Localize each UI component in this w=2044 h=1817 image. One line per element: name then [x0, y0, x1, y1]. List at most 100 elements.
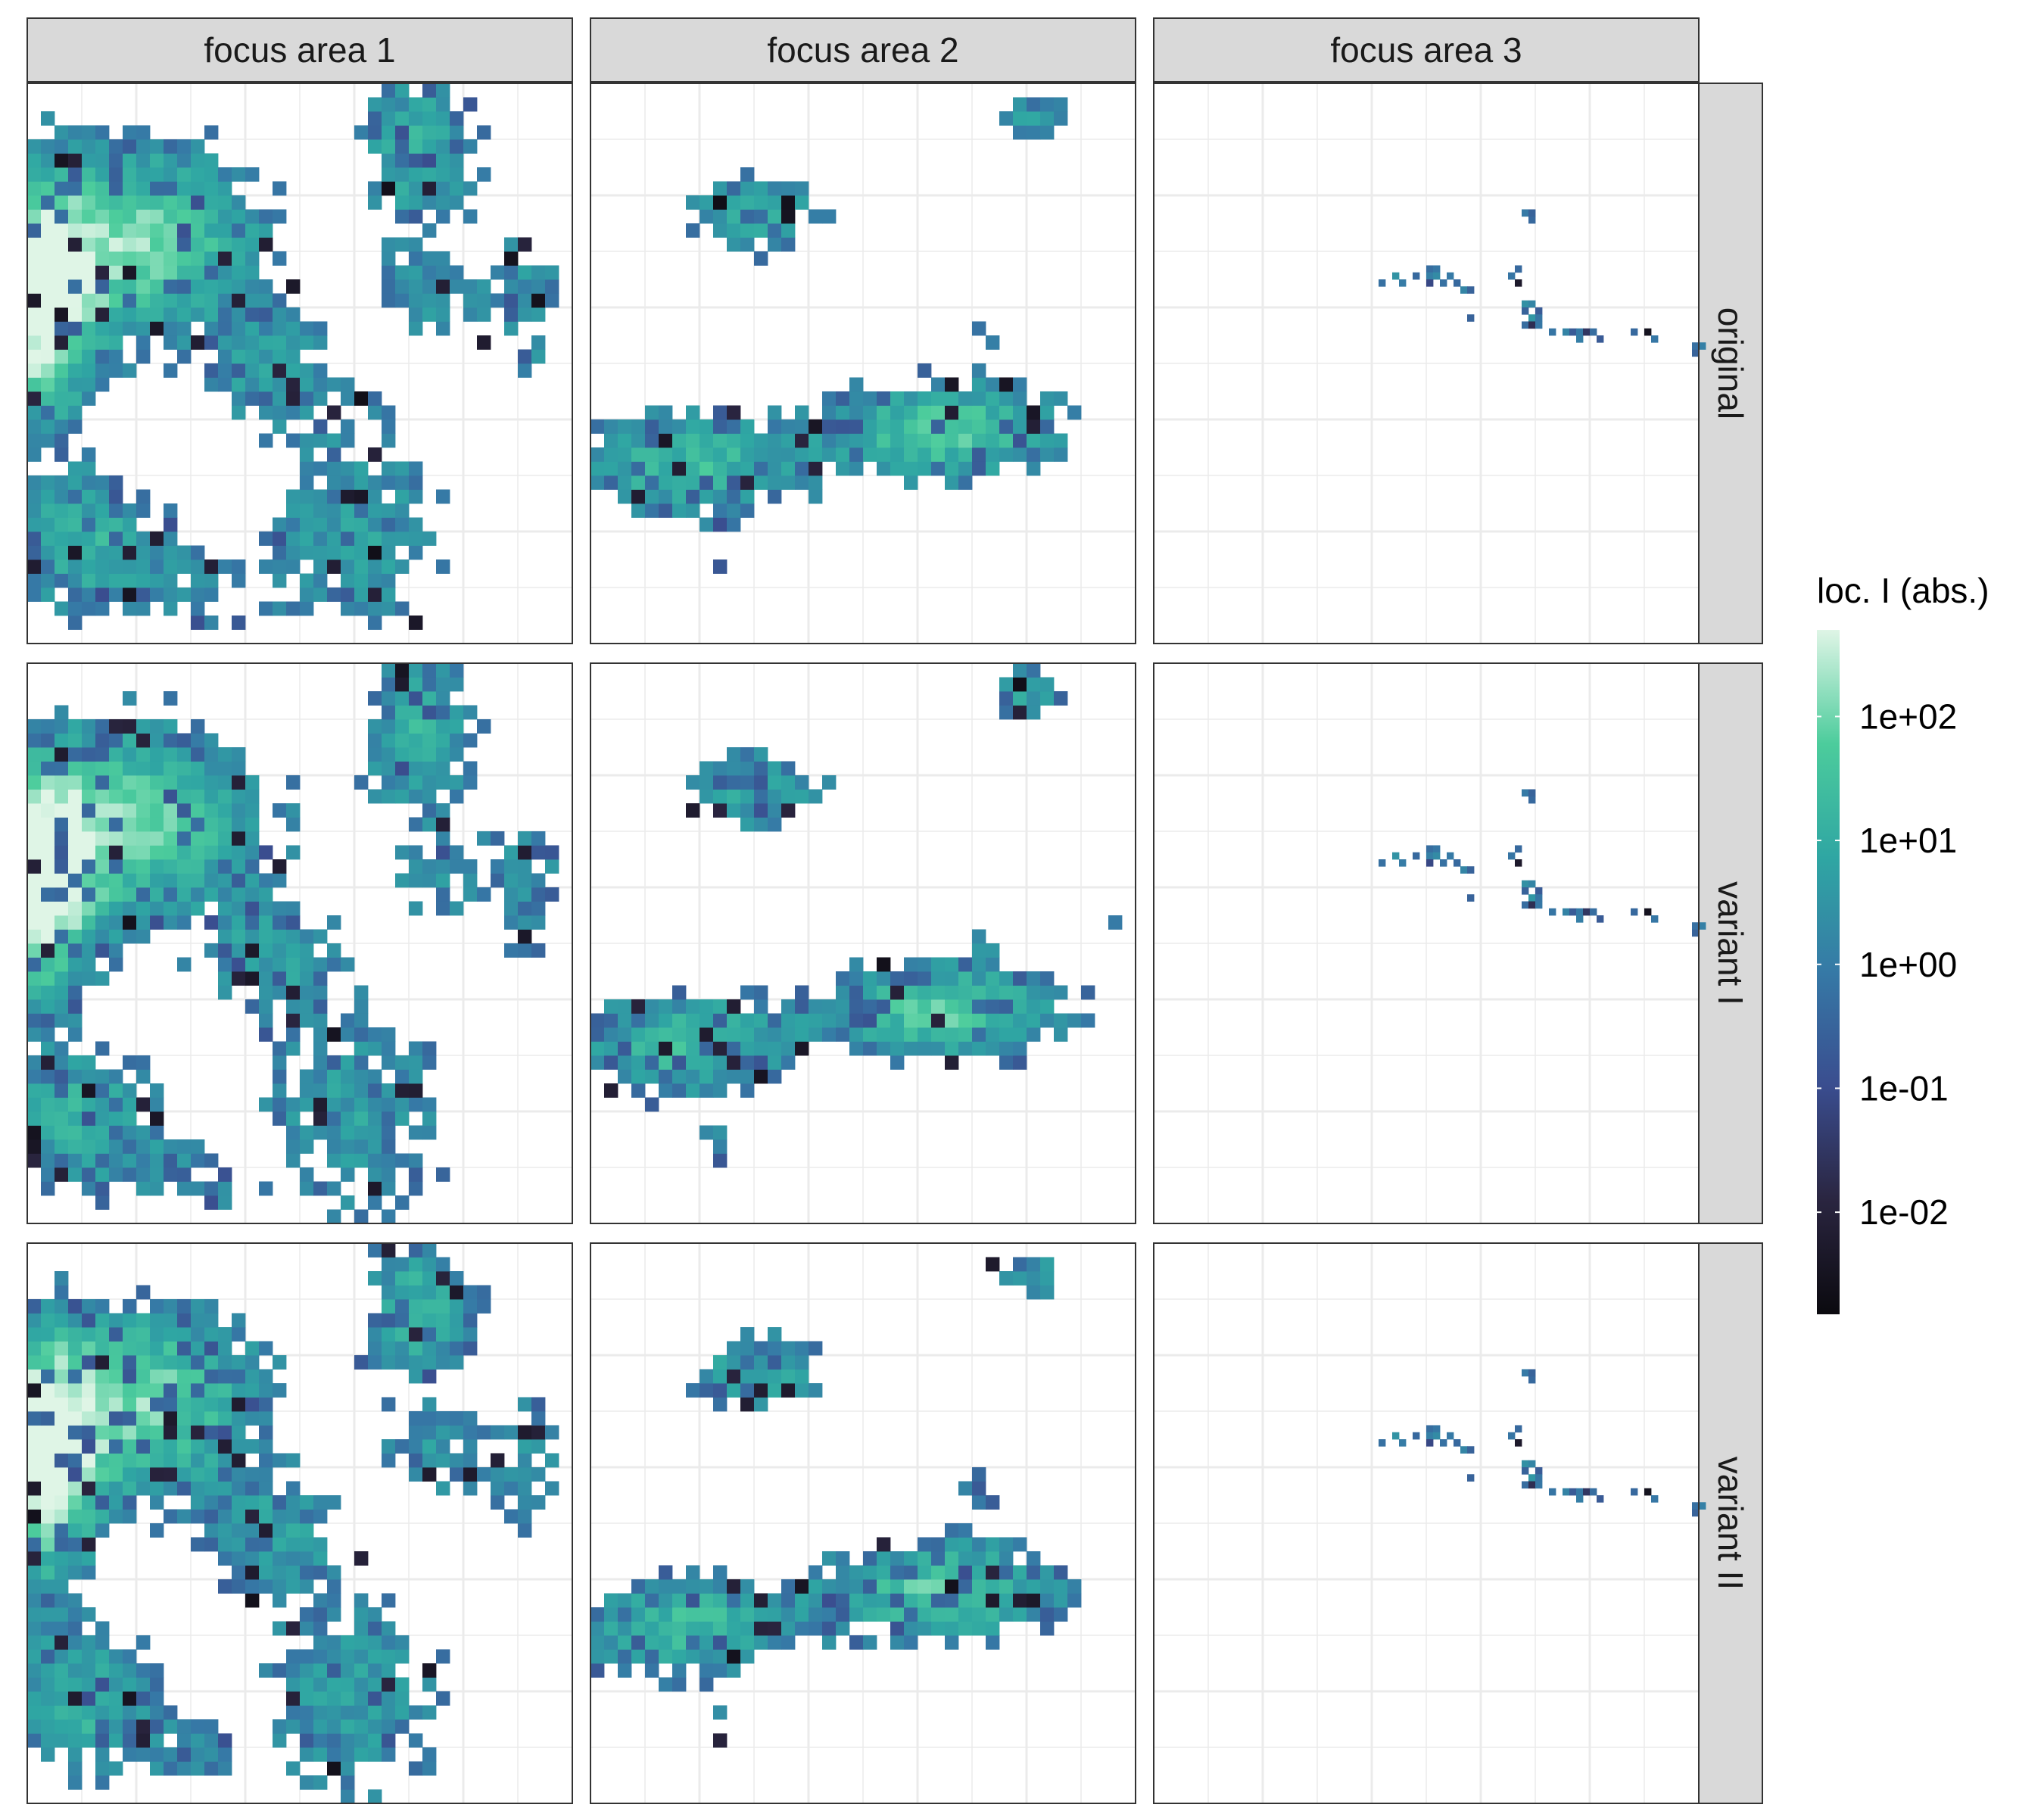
heatmap-cell: [218, 279, 232, 294]
heatmap-cell: [422, 1411, 437, 1426]
heatmap-cell: [754, 251, 768, 266]
heatmap-cell: [422, 1467, 437, 1482]
heatmap-cell: [863, 985, 877, 1000]
heatmap-cell: [41, 1733, 55, 1748]
heatmap-cell: [27, 943, 42, 958]
heatmap-cell: [55, 489, 69, 504]
heatmap-cell: [1426, 859, 1434, 867]
heatmap-cell: [55, 195, 69, 210]
heatmap-cell: [1597, 335, 1604, 343]
heatmap-cell: [436, 1649, 450, 1664]
heatmap-cell: [109, 1167, 123, 1182]
heatmap-cell: [700, 1677, 714, 1692]
heatmap-cell: [463, 1285, 478, 1300]
heatmap-cell: [781, 223, 796, 238]
heatmap-cell: [904, 1027, 918, 1042]
heatmap-cell: [313, 1083, 328, 1098]
heatmap-cell: [136, 321, 151, 336]
heatmap-cell: [123, 831, 137, 846]
heatmap-cell: [422, 719, 437, 734]
heatmap-cell: [245, 957, 260, 972]
heatmap-cell: [204, 1439, 219, 1454]
heatmap-cell: [409, 1167, 423, 1182]
heatmap-cell: [41, 405, 55, 420]
heatmap-cell: [41, 489, 55, 504]
heatmap-cell: [931, 999, 946, 1014]
heatmap-cell: [604, 447, 618, 462]
heatmap-cell: [1433, 1432, 1441, 1440]
heatmap-cell: [890, 433, 905, 448]
heatmap-cell: [518, 265, 532, 280]
heatmap-cell: [795, 1369, 809, 1384]
heatmap-cell: [590, 1027, 605, 1042]
heatmap-cell: [68, 616, 83, 630]
heatmap-cell: [545, 293, 559, 308]
heatmap-cell: [191, 719, 205, 734]
heatmap-cell: [150, 293, 164, 308]
heatmap-cell: [218, 817, 232, 832]
heatmap-cell: [768, 1341, 782, 1356]
heatmap-cell: [504, 887, 519, 902]
heatmap-cell: [136, 237, 151, 252]
heatmap-cell: [286, 1761, 301, 1776]
heatmap-cell: [754, 1369, 768, 1384]
heatmap-cell: [931, 985, 946, 1000]
heatmap-cell: [123, 573, 137, 588]
heatmap-cell: [477, 1299, 491, 1314]
heatmap-cell: [1054, 97, 1068, 112]
heatmap-cell: [41, 1153, 55, 1168]
heatmap-cell: [768, 1593, 782, 1608]
heatmap-cell: [82, 545, 96, 560]
heatmap-cell: [713, 461, 728, 476]
heatmap-cell: [95, 279, 110, 294]
heatmap-cell: [41, 1383, 55, 1398]
heatmap-cell: [436, 153, 450, 168]
heatmap-cell: [863, 1013, 877, 1028]
heatmap-cell: [972, 985, 986, 1000]
heatmap-cell: [136, 1153, 151, 1168]
heatmap-cell: [518, 1453, 532, 1468]
heatmap-cell: [382, 97, 396, 112]
heatmap-cell: [545, 1481, 559, 1496]
heatmap-cell: [631, 1041, 646, 1056]
heatmap-cell: [136, 1411, 151, 1426]
heatmap-cell: [150, 153, 164, 168]
heatmap-cell: [232, 405, 246, 420]
heatmap-cell: [109, 1341, 123, 1356]
heatmap-cell: [491, 859, 505, 874]
heatmap-cell: [618, 1649, 632, 1664]
heatmap-cell: [232, 747, 246, 762]
heatmap-cell: [55, 433, 69, 448]
heatmap-cell: [41, 1747, 55, 1762]
heatmap-cell: [849, 1579, 864, 1594]
heatmap-cell: [463, 307, 478, 322]
heatmap-cell: [768, 817, 782, 832]
heatmap-cell: [368, 691, 382, 706]
heatmap-cell: [259, 999, 273, 1014]
heatmap-cell: [204, 1181, 219, 1196]
heatmap-cell: [618, 1621, 632, 1636]
heatmap-cell: [218, 1167, 232, 1182]
heatmap-cell: [109, 873, 123, 888]
heatmap-cell: [436, 1355, 450, 1370]
heatmap-cell: [191, 1355, 205, 1370]
heatmap-cell: [177, 1509, 192, 1524]
heatmap-cell: [958, 447, 973, 462]
heatmap-cell: [740, 1579, 755, 1594]
heatmap-cell: [150, 761, 164, 776]
heatmap-cell: [877, 1027, 891, 1042]
heatmap-cell: [123, 1467, 137, 1482]
heatmap-cell: [645, 475, 659, 490]
heatmap-cell: [41, 817, 55, 832]
heatmap-cell: [273, 1593, 287, 1608]
heatmap-cell: [645, 489, 659, 504]
heatmap-cell: [450, 719, 464, 734]
heatmap-cell: [618, 1041, 632, 1056]
heatmap-cell: [55, 1439, 69, 1454]
heatmap-cell: [631, 1083, 646, 1098]
heatmap-cell: [768, 789, 782, 804]
heatmap-cell: [55, 419, 69, 434]
heatmap-cell: [1549, 328, 1556, 336]
heatmap-cell: [27, 293, 42, 308]
heatmap-cell: [55, 747, 69, 762]
